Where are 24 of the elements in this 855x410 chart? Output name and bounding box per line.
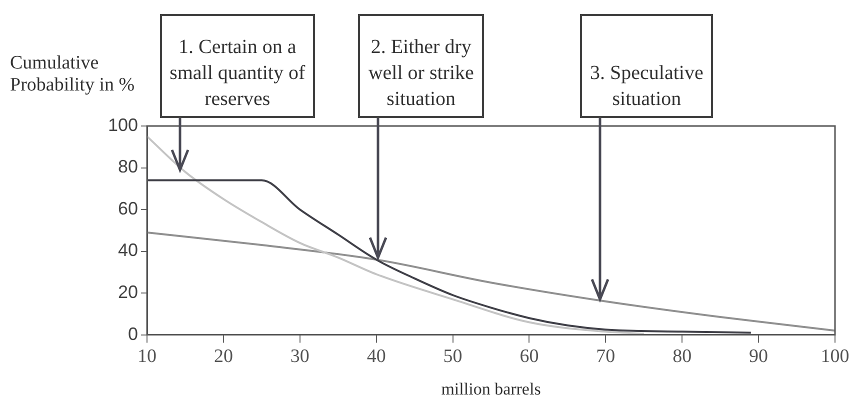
y-tick-label: 100: [108, 114, 138, 135]
x-tick-label: 70: [596, 346, 616, 368]
line-series: [147, 231, 835, 332]
x-tick-label: 60: [520, 346, 539, 368]
x-tick-label: 50: [443, 346, 462, 368]
x-tick-label: 90: [749, 346, 768, 368]
x-tick-label: 80: [672, 346, 692, 368]
x-tick-label: 30: [290, 346, 310, 368]
annotation: 2. Either dry well or strike situation: [358, 14, 484, 118]
annotation: 3. Speculative situation: [580, 14, 714, 118]
line-series: [147, 179, 752, 334]
y-tick-label: 20: [118, 282, 138, 302]
x-tick-label: 10: [138, 346, 157, 368]
y-tick-label: 60: [118, 198, 138, 218]
y-tick-label: 40: [118, 240, 138, 260]
y-tick-label: 80: [118, 156, 138, 177]
x-tick-label: 40: [366, 346, 386, 368]
y-axis-title: Cumulative Probability in %: [10, 52, 135, 96]
x-tick-label: 100: [820, 346, 850, 368]
y-tick-label: 0: [128, 324, 138, 344]
annotation: 1. Certain on a small quantity of reserves: [160, 14, 316, 118]
x-tick-label: 20: [214, 346, 233, 368]
x-axis-title: million barrels: [441, 379, 541, 398]
line-series: [147, 135, 645, 335]
